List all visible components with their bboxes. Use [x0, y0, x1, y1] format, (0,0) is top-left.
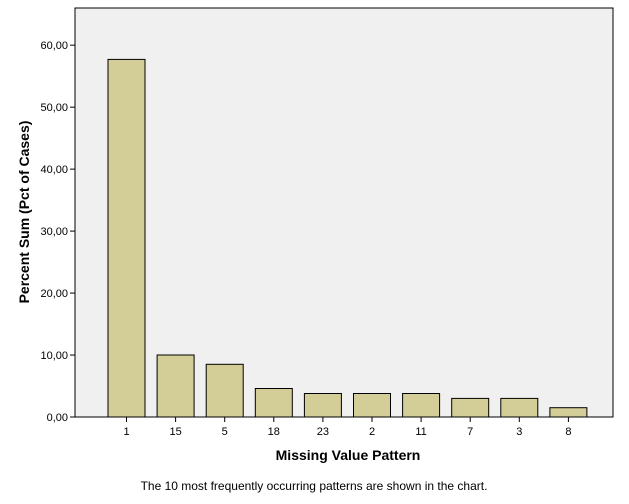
x-tick-label: 23 [317, 426, 329, 438]
bar-pattern-23 [303, 393, 342, 418]
x-tick-label: 1 [123, 426, 129, 438]
y-tick-label: 20,00 [40, 288, 68, 300]
bars-group [107, 58, 588, 418]
bar-pattern-2 [353, 393, 391, 418]
bar-pattern-5 [205, 363, 244, 418]
y-tick-label: 50,00 [40, 102, 68, 114]
y-tick-label: 40,00 [40, 164, 68, 176]
y-tick-label: 60,00 [40, 40, 68, 52]
bar-pattern-3 [500, 397, 539, 418]
bar-pattern-11 [402, 393, 441, 418]
y-axis-title: Percent Sum (Pct of Cases) [16, 121, 32, 304]
x-tick-label: 3 [516, 426, 522, 438]
bar-pattern-18 [254, 388, 293, 418]
x-tick-label: 2 [369, 426, 375, 438]
bar-pattern-15 [156, 354, 195, 418]
x-tick-label: 18 [268, 426, 280, 438]
x-axis: 1 15 5 18 23 2 11 7 3 8 [123, 417, 571, 438]
bar-pattern-8 [549, 407, 588, 418]
x-tick-label: 5 [222, 426, 228, 438]
y-tick-label: 30,00 [40, 226, 68, 238]
y-tick-label: 10,00 [40, 350, 68, 362]
bar-pattern-7 [451, 397, 490, 418]
x-tick-label: 15 [169, 426, 181, 438]
chart-footnote: The 10 most frequently occurring pattern… [141, 479, 488, 493]
x-tick-label: 8 [565, 426, 571, 438]
y-tick-label: 0,00 [47, 412, 68, 424]
x-tick-label: 7 [467, 426, 473, 438]
bar-pattern-1 [107, 58, 146, 418]
y-axis: 0,00 10,00 20,00 30,00 40,00 50,00 60,00 [40, 40, 75, 424]
x-tick-label: 11 [415, 426, 426, 438]
plot-area [74, 7, 614, 418]
x-axis-title: Missing Value Pattern [276, 447, 421, 463]
